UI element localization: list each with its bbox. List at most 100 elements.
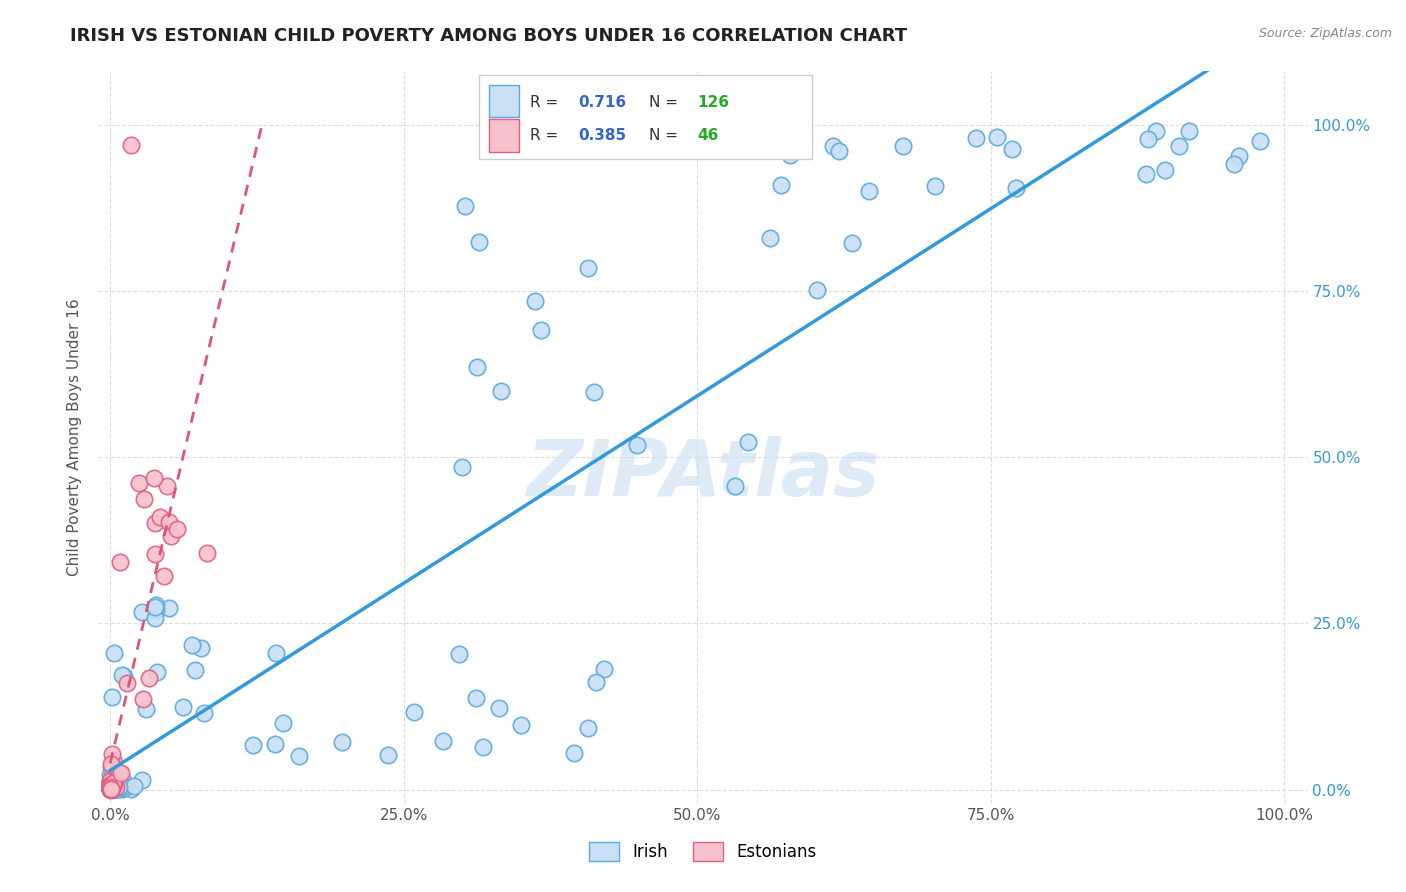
Point (172, 700, 194, 714)
Point (98, 782, 121, 797)
Point (104, 778, 127, 792)
Point (98, 780, 121, 794)
Point (576, 721, 599, 735)
Point (510, 718, 533, 732)
Point (377, 747, 399, 762)
Point (100, 782, 122, 797)
Point (100, 762, 122, 776)
Point (98, 781, 121, 796)
Point (103, 646, 125, 660)
Point (100, 782, 122, 797)
Point (100, 782, 122, 797)
Text: N =: N = (648, 128, 682, 144)
Point (131, 773, 153, 788)
Point (98, 781, 121, 796)
Point (724, 479, 747, 493)
Point (149, 509, 172, 524)
Point (1005, 181, 1028, 195)
Point (98, 782, 121, 797)
Point (451, 460, 474, 475)
Point (103, 782, 125, 797)
Point (821, 138, 844, 153)
Point (464, 691, 486, 706)
Point (103, 782, 125, 797)
Point (1135, 167, 1157, 181)
Point (101, 781, 124, 796)
Point (98, 781, 121, 796)
Point (98, 782, 121, 797)
Point (1136, 132, 1159, 146)
Point (120, 137, 142, 152)
Point (143, 611, 166, 625)
Point (242, 738, 264, 752)
Point (100, 778, 122, 792)
Point (98, 768, 121, 782)
Point (101, 777, 124, 791)
Point (103, 776, 125, 790)
Text: R =: R = (530, 128, 564, 144)
Text: 0.385: 0.385 (578, 128, 627, 144)
Point (1144, 123, 1167, 137)
Point (157, 516, 180, 530)
Text: 46: 46 (697, 128, 718, 144)
Point (491, 384, 513, 398)
Point (110, 780, 132, 795)
Point (184, 663, 207, 677)
Y-axis label: Child Poverty Among Boys Under 16: Child Poverty Among Boys Under 16 (67, 298, 83, 576)
Point (98, 782, 121, 797)
Point (100, 781, 122, 796)
Text: IRISH VS ESTONIAN CHILD POVERTY AMONG BOYS UNDER 16 CORRELATION CHART: IRISH VS ESTONIAN CHILD POVERTY AMONG BO… (70, 27, 907, 45)
Point (145, 665, 167, 679)
Point (562, 746, 585, 760)
Point (108, 780, 131, 794)
Point (103, 781, 125, 796)
Point (107, 781, 129, 796)
Point (160, 529, 183, 543)
Point (111, 782, 134, 797)
FancyBboxPatch shape (489, 85, 519, 118)
Point (100, 781, 122, 796)
Point (100, 781, 122, 796)
Point (145, 603, 167, 617)
Point (100, 780, 122, 794)
Point (432, 734, 454, 748)
Point (122, 780, 145, 794)
Point (112, 780, 135, 794)
Point (195, 546, 218, 560)
Point (105, 780, 128, 794)
Point (112, 669, 135, 683)
Point (264, 737, 287, 751)
Point (101, 780, 124, 794)
Point (108, 766, 131, 780)
Text: ZIPAtlas: ZIPAtlas (526, 435, 880, 512)
Point (100, 756, 122, 771)
Point (103, 781, 125, 796)
Point (468, 235, 491, 250)
Point (98, 780, 121, 794)
Point (1249, 134, 1271, 148)
Point (965, 131, 987, 145)
Point (523, 294, 546, 309)
Point (100, 778, 122, 792)
Point (100, 781, 122, 796)
Point (1227, 149, 1250, 163)
Text: Source: ZipAtlas.com: Source: ZipAtlas.com (1258, 27, 1392, 40)
Point (180, 638, 202, 652)
FancyBboxPatch shape (489, 119, 519, 152)
Point (98, 782, 121, 797)
Point (110, 765, 132, 780)
Point (100, 782, 122, 797)
Point (576, 260, 599, 275)
Point (266, 646, 288, 660)
Point (101, 778, 124, 792)
Point (593, 662, 616, 676)
Point (101, 747, 124, 761)
Point (132, 692, 155, 706)
Point (449, 647, 471, 661)
Point (131, 605, 153, 619)
Point (104, 781, 127, 796)
Point (112, 781, 135, 796)
Point (101, 772, 124, 786)
Point (152, 569, 174, 583)
Point (103, 781, 125, 796)
